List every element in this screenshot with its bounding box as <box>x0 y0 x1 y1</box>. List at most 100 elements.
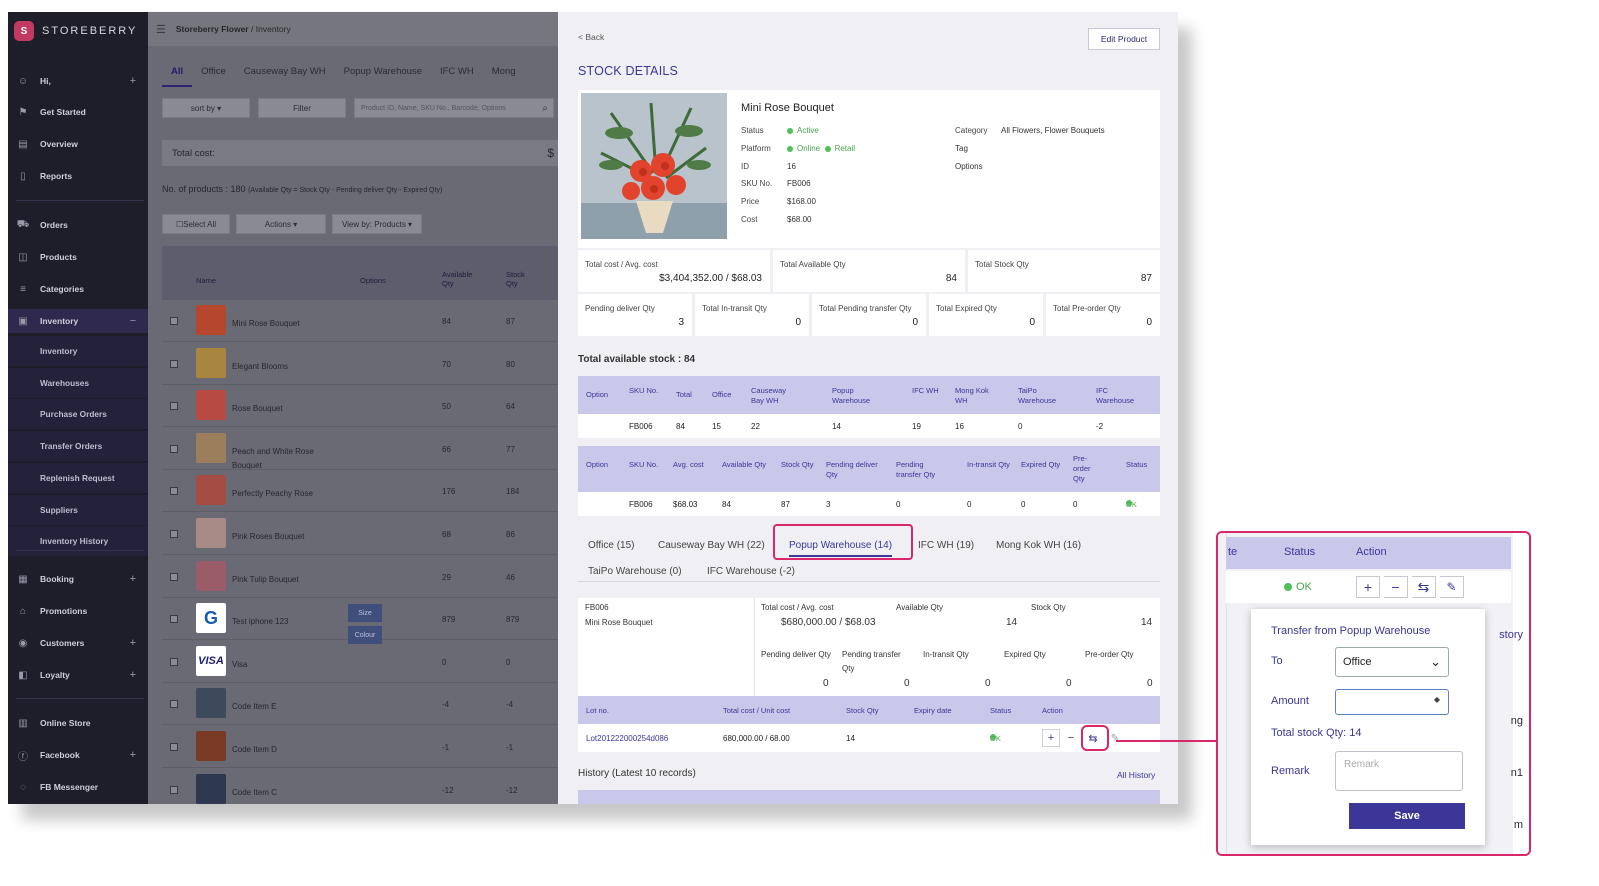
callout-minus-icon[interactable]: − <box>1384 576 1408 598</box>
callout-transfer-icon[interactable]: ⇆ <box>1412 576 1436 598</box>
sidebar-item-hi[interactable]: ☺ Hi, + <box>8 69 148 93</box>
table-row[interactable]: Rose Bouquet 50 64 <box>162 385 558 428</box>
wh-tab-6[interactable]: IFC Warehouse (-2) <box>707 566 795 577</box>
tab-all[interactable]: All <box>162 58 193 87</box>
plus-icon[interactable]: + <box>129 573 136 585</box>
sidebar-item-loyalty[interactable]: ◧ Loyalty + <box>8 663 148 687</box>
sidebar-sub-inventory[interactable]: Inventory <box>8 336 148 366</box>
product-name[interactable]: Rose Bouquet <box>232 404 283 414</box>
row-checkbox[interactable] <box>170 743 178 751</box>
to-select[interactable]: Office ⌄ <box>1335 647 1449 677</box>
row-checkbox[interactable] <box>170 402 178 411</box>
sidebar-item-online-store[interactable]: ▥ Online Store <box>8 711 148 735</box>
row-checkbox[interactable] <box>170 317 178 325</box>
table-row[interactable]: Code Item E -4 -4 <box>162 683 558 726</box>
product-name[interactable]: Code Item E <box>232 702 277 712</box>
product-name[interactable]: Pink Roses Bouquet <box>232 532 305 541</box>
lot-minus-icon[interactable]: − <box>1067 732 1075 744</box>
table-row[interactable]: Pink Roses Bouquet 68 86 <box>162 513 558 555</box>
tab-ifc-wh[interactable]: IFC WH <box>439 66 474 77</box>
search-input[interactable]: Product ID, Name, SKU No., Barcode, Opti… <box>354 98 554 118</box>
product-name[interactable]: Mini Rose Bouquet <box>232 319 300 328</box>
callout-add-icon[interactable]: + <box>1356 576 1380 598</box>
table-row[interactable]: VISA Visa 0 0 <box>162 641 558 683</box>
sidebar-item-inventory[interactable]: ▣ Inventory − <box>8 309 148 333</box>
sidebar-item-orders[interactable]: ⛟ Orders <box>8 213 148 237</box>
sort-dropdown[interactable]: sort by ▾ <box>162 98 250 118</box>
breadcrumb-store[interactable]: Storeberry Flower <box>175 24 249 34</box>
table-row[interactable]: Elegant Blooms 70 80 <box>162 343 558 385</box>
row-checkbox[interactable] <box>170 785 178 794</box>
plus-icon[interactable]: + <box>129 75 136 87</box>
table-row[interactable]: Mini Rose Bouquet 84 87 <box>162 300 558 342</box>
wh-tab-5[interactable]: TaiPo Warehouse (0) <box>588 566 682 577</box>
product-name[interactable]: Code Item D <box>232 745 277 754</box>
actions-dropdown[interactable]: Actions ▾ <box>236 214 326 234</box>
sidebar-item-get-started[interactable]: ⚑ Get Started <box>8 100 148 124</box>
sidebar-item-fb-messenger[interactable]: ◌ FB Messenger <box>8 775 148 799</box>
table-row[interactable]: Perfectly Peachy Rose 176 184 <box>162 470 558 513</box>
product-name[interactable]: Visa <box>232 659 248 669</box>
sidebar-item-facebook[interactable]: ⓕ Facebook + <box>8 743 148 767</box>
minus-icon[interactable]: − <box>129 315 136 327</box>
row-checkbox[interactable] <box>170 700 178 709</box>
sidebar-item-booking[interactable]: ▦ Booking + <box>8 567 148 591</box>
search-icon[interactable]: ⌕ <box>542 102 548 114</box>
sidebar-sub-warehouses[interactable]: Warehouses <box>8 367 148 398</box>
product-name[interactable]: Peach and White Rose Bouquet <box>232 446 314 470</box>
table-row[interactable]: Pink Tulip Bouquet 29 46 <box>162 556 558 598</box>
sidebar-sub-transfer-orders[interactable]: Transfer Orders <box>8 431 148 462</box>
sidebar-item-products[interactable]: ◫ Products <box>8 245 148 269</box>
plus-icon[interactable]: + <box>129 637 136 649</box>
plus-icon[interactable]: + <box>129 669 136 681</box>
wh-tab-2[interactable]: Popup Warehouse (14) <box>789 540 893 557</box>
select-all-button[interactable]: ☐Select All <box>162 214 230 234</box>
tab-mong[interactable]: Mong <box>491 66 516 77</box>
lot-transfer-icon[interactable]: ⇆ <box>1088 732 1098 745</box>
menu-toggle-icon[interactable]: ☰ <box>156 23 166 36</box>
plus-icon[interactable]: + <box>129 749 136 761</box>
lot-add-icon[interactable]: + <box>1042 729 1060 747</box>
row-checkbox[interactable] <box>170 615 178 624</box>
save-button[interactable]: Save <box>1349 803 1465 829</box>
sidebar-sub-replenish-request[interactable]: Replenish Request <box>8 462 148 493</box>
sidebar-sub-suppliers[interactable]: Suppliers <box>8 494 148 525</box>
wh-tab-0[interactable]: Office (15) <box>588 540 635 551</box>
table-row[interactable]: Code Item C -12 -12 <box>162 769 558 804</box>
amount-input[interactable]: ◆ <box>1335 689 1449 715</box>
sidebar-item-categories[interactable]: ≡ Categories <box>8 277 148 301</box>
all-history-link[interactable]: All History <box>1117 770 1156 780</box>
amount-stepper-icon[interactable]: ◆ <box>1433 695 1440 704</box>
sidebar-sub-inventory-history[interactable]: Inventory History <box>8 526 148 557</box>
table-row[interactable]: Code Item D -1 -1 <box>162 726 558 768</box>
product-name[interactable]: Pink Tulip Bouquet <box>232 574 299 584</box>
product-name[interactable]: Elegant Blooms <box>232 361 289 371</box>
tab-popup-warehouse[interactable]: Popup Warehouse <box>343 66 422 77</box>
lot-number-link[interactable]: Lot201222000254d086 <box>586 734 669 743</box>
edit-product-button[interactable]: Edit Product <box>1088 28 1160 50</box>
row-checkbox[interactable] <box>170 530 178 538</box>
row-checkbox[interactable] <box>170 359 178 368</box>
row-checkbox[interactable] <box>170 572 178 581</box>
lot-edit-icon[interactable]: ✎ <box>1110 732 1120 744</box>
product-name[interactable]: Test iphone 123 <box>232 617 289 627</box>
tab-office[interactable]: Office <box>201 66 226 77</box>
sidebar-item-promotions[interactable]: ⌂ Promotions <box>8 599 148 623</box>
wh-tab-3[interactable]: IFC WH (19) <box>918 540 975 551</box>
sidebar-sub-purchase-orders[interactable]: Purchase Orders <box>8 399 148 430</box>
callout-edit-icon[interactable]: ✎ <box>1440 576 1464 598</box>
row-checkbox[interactable] <box>170 444 178 453</box>
remark-textarea[interactable]: Remark <box>1335 751 1463 791</box>
row-checkbox[interactable] <box>170 657 178 666</box>
back-link[interactable]: < Back <box>578 32 605 42</box>
product-name[interactable]: Perfectly Peachy Rose <box>232 489 313 499</box>
wh-tab-4[interactable]: Mong Kok WH (16) <box>996 540 1082 551</box>
sidebar-item-reports[interactable]: ▯ Reports <box>8 164 148 188</box>
view-by-dropdown[interactable]: View by: Products ▾ <box>332 214 422 234</box>
sidebar-item-overview[interactable]: ▤ Overview <box>8 132 148 156</box>
filter-button[interactable]: Filter <box>258 98 346 118</box>
tab-causeway-bay-wh[interactable]: Causeway Bay WH <box>243 66 326 77</box>
sidebar-item-customers[interactable]: ◉ Customers + <box>8 631 148 655</box>
table-row[interactable]: Peach and White Rose Bouquet 66 77 <box>162 428 558 470</box>
wh-tab-1[interactable]: Causeway Bay WH (22) <box>658 540 765 551</box>
